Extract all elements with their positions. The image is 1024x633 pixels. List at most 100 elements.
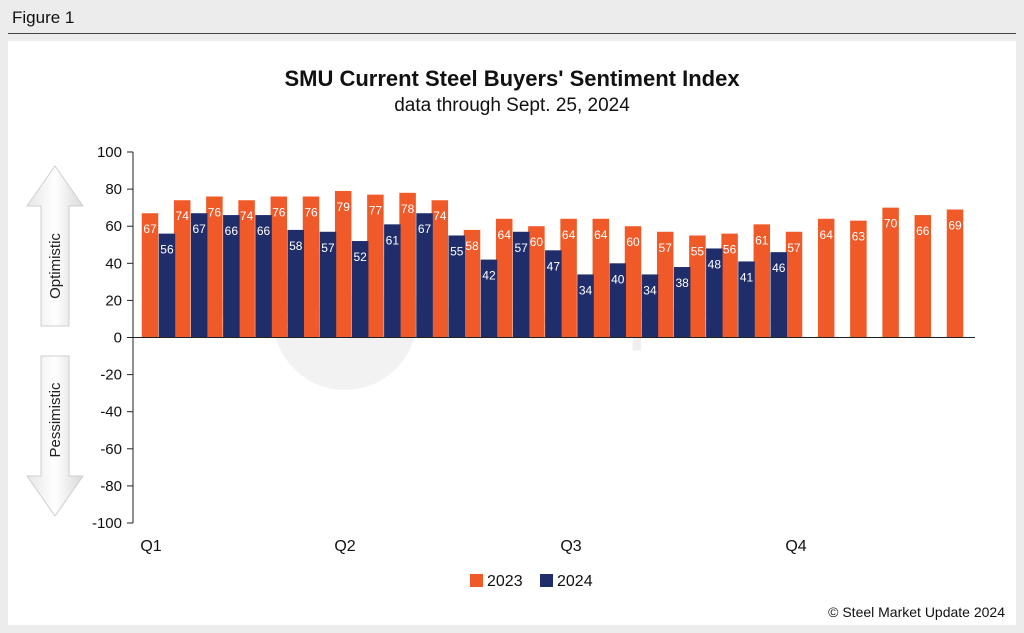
bar-2024 xyxy=(577,274,594,338)
figure-label: Figure 1 xyxy=(12,8,75,27)
bar-2024 xyxy=(738,261,755,338)
bar-2023 xyxy=(592,218,610,338)
pessimistic-arrow-icon xyxy=(26,355,84,517)
bar-2024 xyxy=(319,231,337,338)
data-label-2024: 61 xyxy=(386,233,400,247)
bar-2023 xyxy=(560,218,577,338)
bar-2024 xyxy=(609,263,626,338)
data-label-2024: 48 xyxy=(708,257,722,271)
x-label-q2: Q2 xyxy=(334,538,355,555)
legend-swatch-2023 xyxy=(470,574,483,587)
data-label-2024: 34 xyxy=(643,283,657,297)
data-label-2023: 74 xyxy=(240,209,254,223)
bar-2023 xyxy=(173,200,191,338)
data-label-2023: 69 xyxy=(948,219,962,233)
bar-2024 xyxy=(384,224,401,338)
bar-2023 xyxy=(141,213,159,338)
data-label-2024: 56 xyxy=(160,243,174,257)
data-label-2023: 60 xyxy=(530,235,544,249)
y-tick-label: 60 xyxy=(105,218,122,235)
data-label-2023: 64 xyxy=(562,228,576,242)
bar-2023 xyxy=(946,209,964,338)
data-label-2023: 77 xyxy=(369,204,383,218)
bar-2023 xyxy=(238,200,255,338)
data-label-2024: 38 xyxy=(675,276,689,290)
bar-2024 xyxy=(416,213,433,338)
bar-2023 xyxy=(270,196,288,338)
optimistic-arrow-icon xyxy=(26,165,84,327)
bar-2024 xyxy=(287,229,304,338)
bar-2023 xyxy=(624,226,642,338)
data-label-2023: 55 xyxy=(691,244,705,258)
legend-label-2024: 2024 xyxy=(557,573,593,590)
data-label-2023: 76 xyxy=(208,206,222,220)
bar-2024 xyxy=(480,259,498,338)
bar-2023 xyxy=(528,226,545,338)
data-label-2024: 46 xyxy=(772,261,786,275)
bar-2023 xyxy=(463,229,481,338)
data-label-2023: 61 xyxy=(755,233,769,247)
data-label-2023: 60 xyxy=(626,235,640,249)
bar-2023 xyxy=(399,192,416,338)
bar-2024 xyxy=(770,252,787,338)
data-label-2023: 76 xyxy=(304,206,318,220)
data-label-2023: 57 xyxy=(787,241,801,255)
y-tick-label: 80 xyxy=(105,181,122,198)
bar-2024 xyxy=(223,215,240,338)
data-label-2023: 74 xyxy=(176,209,190,223)
bar-2023 xyxy=(882,207,899,338)
y-tick-label: -100 xyxy=(92,515,122,532)
x-label-q3: Q3 xyxy=(560,538,581,555)
y-tick-label: 0 xyxy=(114,330,122,347)
data-label-2024: 66 xyxy=(257,224,271,238)
bar-2023 xyxy=(753,224,771,338)
bar-2024 xyxy=(706,248,723,338)
bar-2024 xyxy=(545,250,562,338)
data-label-2023: 64 xyxy=(594,228,608,242)
data-label-2024: 34 xyxy=(579,283,593,297)
data-label-2024: 47 xyxy=(547,259,561,273)
data-label-2023: 74 xyxy=(433,209,447,223)
chart-title: SMU Current Steel Buyers' Sentiment Inde… xyxy=(284,66,740,91)
bar-2023 xyxy=(785,231,803,338)
copyright-text: © Steel Market Update 2024 xyxy=(828,604,1005,620)
bar-2023 xyxy=(721,233,738,338)
data-label-2023: 67 xyxy=(143,222,157,236)
bar-2024 xyxy=(190,213,208,338)
data-label-2024: 67 xyxy=(418,222,432,236)
y-tick-label: 40 xyxy=(105,255,122,272)
x-label-q4: Q4 xyxy=(785,538,806,555)
bar-2024 xyxy=(158,233,176,338)
data-label-2023: 58 xyxy=(465,239,479,253)
bar-2023 xyxy=(431,200,449,338)
data-label-2024: 57 xyxy=(321,241,335,255)
bar-2023 xyxy=(817,218,835,338)
bar-2023 xyxy=(302,196,320,338)
y-tick-label: -40 xyxy=(100,404,122,421)
data-label-2024: 42 xyxy=(482,269,496,283)
bar-2024 xyxy=(512,231,530,338)
bar-2023 xyxy=(656,231,674,338)
x-label-q1: Q1 xyxy=(140,538,161,555)
figure-rule xyxy=(8,33,1016,34)
bar-2024 xyxy=(641,274,659,338)
chart-subtitle: data through Sept. 25, 2024 xyxy=(394,95,630,116)
bar-2023 xyxy=(334,190,352,338)
data-label-2023: 63 xyxy=(852,230,866,244)
bar-2024 xyxy=(351,241,369,338)
data-label-2024: 57 xyxy=(514,241,528,255)
bar-2024 xyxy=(255,215,272,338)
pessimistic-label: Pessimistic xyxy=(47,382,64,458)
data-label-2023: 64 xyxy=(498,228,512,242)
data-label-2024: 67 xyxy=(192,222,206,236)
bar-2024 xyxy=(448,235,465,338)
data-label-2023: 78 xyxy=(401,202,415,216)
bar-2023 xyxy=(367,194,384,338)
data-label-2023: 66 xyxy=(916,224,930,238)
data-label-2023: 76 xyxy=(272,206,286,220)
data-label-2023: 70 xyxy=(884,217,898,231)
y-tick-label: -80 xyxy=(100,478,122,495)
data-label-2024: 41 xyxy=(740,270,754,284)
data-label-2023: 64 xyxy=(820,228,834,242)
data-label-2024: 58 xyxy=(289,239,303,253)
